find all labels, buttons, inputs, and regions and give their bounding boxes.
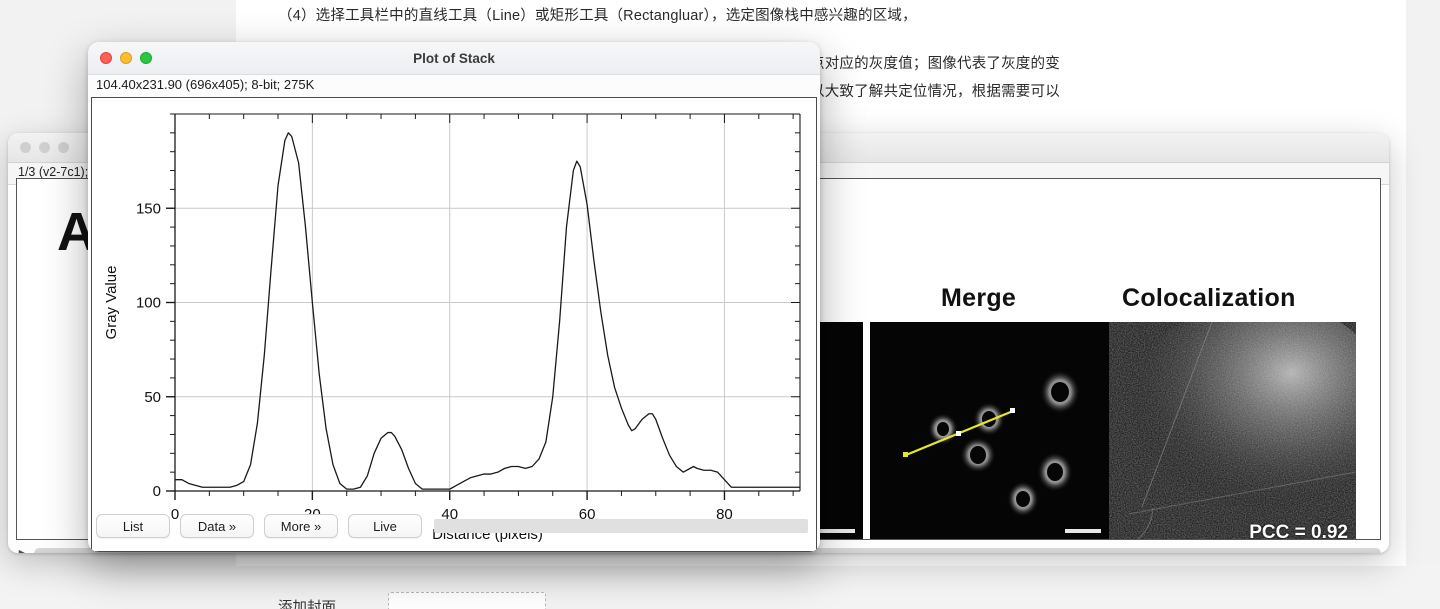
panel-label-merge: Merge (941, 284, 1017, 312)
cover-dropzone[interactable] (388, 592, 546, 609)
svg-text:150: 150 (136, 200, 161, 217)
scale-bar (1065, 529, 1101, 533)
page-gutter-bottom (0, 566, 1440, 609)
window-controls[interactable] (88, 52, 152, 64)
doc-paragraph-line-1: （4）选择工具栏中的直线工具（Line）或矩形工具（Rectangluar），选… (278, 8, 917, 24)
merge-image-content (870, 322, 1109, 539)
plot-of-stack-window[interactable]: Plot of Stack 104.40x231.90 (696x405); 8… (88, 42, 820, 552)
page-gutter-right (1406, 0, 1440, 609)
minimize-icon[interactable] (39, 142, 50, 153)
plot-horizontal-scrollbar[interactable] (434, 519, 808, 533)
maximize-icon[interactable] (140, 52, 152, 64)
plot-toolbar[interactable]: List Data » More » Live (88, 509, 820, 543)
plot-window-titlebar[interactable]: Plot of Stack (88, 42, 820, 75)
micrograph-merge[interactable]: 20 μm (870, 322, 1109, 539)
minimize-icon[interactable] (120, 52, 132, 64)
doc-paragraph-line-2: 点对应的灰度值；图像代表了灰度的变 (810, 56, 1060, 72)
doc-paragraph-line-3: 以大致了解共定位情况，根据需要可以 (810, 84, 1060, 100)
micrograph-colocalization[interactable]: PCC = 0.92 (1109, 322, 1356, 540)
svg-text:100: 100 (136, 295, 161, 312)
gray-value-line-chart: 050100150020406080Distance (pixels)Gray … (92, 98, 816, 551)
panel-label-colocalization: Colocalization (1122, 284, 1296, 312)
svg-text:80: 80 (716, 506, 733, 523)
live-button[interactable]: Live (348, 514, 422, 538)
plot-window-title: Plot of Stack (413, 50, 495, 66)
colocalization-image-content (1109, 322, 1356, 539)
svg-text:Gray Value: Gray Value (103, 266, 120, 340)
close-icon[interactable] (20, 142, 31, 153)
maximize-icon[interactable] (58, 142, 69, 153)
svg-text:40: 40 (441, 506, 458, 523)
scale-bar (819, 529, 855, 533)
svg-text:0: 0 (153, 483, 161, 500)
data-button[interactable]: Data » (180, 514, 254, 538)
plot-info-line: 104.40x231.90 (696x405); 8-bit; 275K (88, 75, 820, 95)
play-right-icon[interactable]: ▶ (16, 546, 30, 554)
pcc-value-label: PCC = 0.92 (1249, 522, 1348, 540)
list-button[interactable]: List (96, 514, 170, 538)
plot-canvas[interactable]: 050100150020406080Distance (pixels)Gray … (91, 97, 817, 552)
more-button[interactable]: More » (264, 514, 338, 538)
close-icon[interactable] (100, 52, 112, 64)
svg-text:50: 50 (144, 389, 161, 406)
micrograph-partial[interactable]: 20 μm (817, 322, 863, 539)
svg-text:0: 0 (171, 506, 179, 523)
cover-label: 添加封面 (278, 600, 336, 609)
svg-text:60: 60 (579, 506, 596, 523)
